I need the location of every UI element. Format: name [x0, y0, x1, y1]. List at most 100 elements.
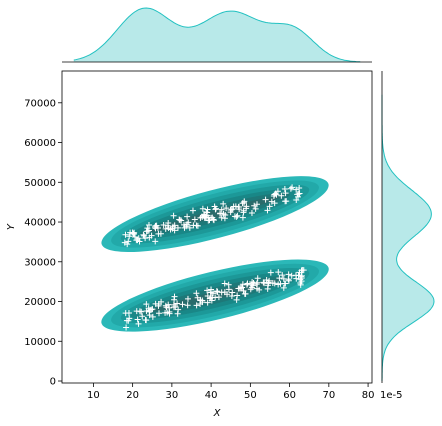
- point-lower: [241, 290, 248, 297]
- point-upper: [222, 211, 229, 218]
- point-lower: [139, 313, 146, 320]
- point-lower: [267, 269, 274, 276]
- y-axis-label: Y: [6, 223, 17, 230]
- point-lower: [254, 275, 261, 282]
- y-tick-label: 20000: [24, 297, 56, 308]
- point-lower: [163, 304, 170, 311]
- point-upper: [160, 221, 167, 228]
- point-upper: [204, 206, 211, 213]
- x-tick-label: 60: [283, 390, 296, 401]
- marginal-scale-label: 1e-5: [380, 390, 403, 401]
- point-lower: [214, 289, 221, 296]
- point-lower: [184, 295, 191, 302]
- point-upper: [122, 231, 129, 238]
- x-tick-label: 50: [244, 390, 257, 401]
- y-tick-label: 40000: [24, 218, 56, 229]
- point-upper: [273, 191, 280, 198]
- point-upper: [233, 213, 240, 220]
- point-upper: [151, 224, 158, 231]
- point-lower: [158, 298, 165, 305]
- point-lower: [204, 292, 211, 299]
- point-upper: [212, 205, 219, 212]
- point-lower: [239, 284, 246, 291]
- point-lower: [239, 281, 246, 288]
- point-upper: [218, 206, 225, 213]
- point-upper: [162, 225, 169, 232]
- point-lower: [142, 316, 149, 323]
- point-lower: [235, 285, 242, 292]
- point-lower: [149, 313, 156, 320]
- point-upper: [199, 214, 206, 221]
- point-upper: [145, 221, 152, 228]
- point-upper: [266, 203, 273, 210]
- point-upper: [201, 215, 208, 222]
- y-tick-label: 60000: [24, 138, 56, 149]
- point-lower: [143, 301, 150, 308]
- point-lower: [282, 280, 289, 287]
- point-upper: [218, 214, 225, 221]
- point-upper: [235, 204, 242, 211]
- point-lower: [280, 284, 287, 291]
- x-tick-label: 10: [87, 390, 100, 401]
- point-upper: [174, 224, 181, 231]
- point-lower: [166, 304, 173, 311]
- point-upper: [140, 231, 147, 238]
- point-lower: [234, 292, 241, 299]
- x-tick-label: 20: [126, 390, 139, 401]
- point-upper: [253, 201, 260, 208]
- x-tick-label: 70: [322, 390, 335, 401]
- point-upper: [278, 192, 285, 199]
- point-upper: [252, 205, 259, 212]
- point-upper: [170, 212, 177, 219]
- point-upper: [248, 210, 255, 217]
- point-lower: [298, 274, 305, 281]
- point-upper: [293, 186, 300, 193]
- point-lower: [170, 304, 177, 311]
- point-upper: [184, 213, 191, 220]
- point-lower: [260, 279, 267, 286]
- point-lower: [162, 309, 169, 316]
- point-lower: [175, 306, 182, 313]
- point-upper: [130, 231, 137, 238]
- marginal-y-density-fill: [382, 94, 434, 382]
- point-lower: [292, 272, 299, 279]
- x-tick-label: 40: [205, 390, 218, 401]
- point-lower: [240, 287, 247, 294]
- main-plot: 10 20 30 40 50 60 70 80 0 10000 20000 30000 40000 50…: [6, 70, 375, 419]
- point-lower: [193, 302, 200, 309]
- point-upper: [191, 216, 198, 223]
- point-lower: [247, 286, 254, 293]
- point-upper: [212, 206, 219, 213]
- point-lower: [123, 324, 130, 331]
- point-lower: [155, 302, 162, 309]
- x-tick-label: 30: [166, 390, 179, 401]
- point-upper: [282, 190, 289, 197]
- y-tick-label: 70000: [24, 98, 56, 109]
- point-lower: [253, 281, 260, 288]
- point-upper: [189, 207, 196, 214]
- point-upper: [180, 221, 187, 228]
- point-upper: [239, 214, 246, 221]
- y-axis-ticks: 0 10000 20000 30000 40000 50000 60000 70000: [24, 98, 62, 388]
- point-upper: [199, 205, 206, 212]
- point-upper: [134, 237, 141, 244]
- point-lower: [296, 269, 303, 276]
- point-upper: [126, 233, 133, 240]
- marginal-y-density-line: [381, 94, 435, 381]
- point-upper: [132, 234, 139, 241]
- point-lower: [208, 286, 215, 293]
- point-lower: [179, 301, 186, 308]
- point-lower: [184, 302, 191, 309]
- point-lower: [171, 296, 178, 303]
- point-upper: [262, 196, 269, 203]
- point-lower: [134, 316, 141, 323]
- x-tick-label: 80: [362, 390, 375, 401]
- point-upper: [232, 203, 239, 210]
- point-lower: [146, 308, 153, 315]
- point-upper: [296, 184, 303, 191]
- point-upper: [293, 196, 300, 203]
- point-upper: [171, 227, 178, 234]
- point-upper: [287, 185, 294, 192]
- point-lower: [265, 280, 272, 287]
